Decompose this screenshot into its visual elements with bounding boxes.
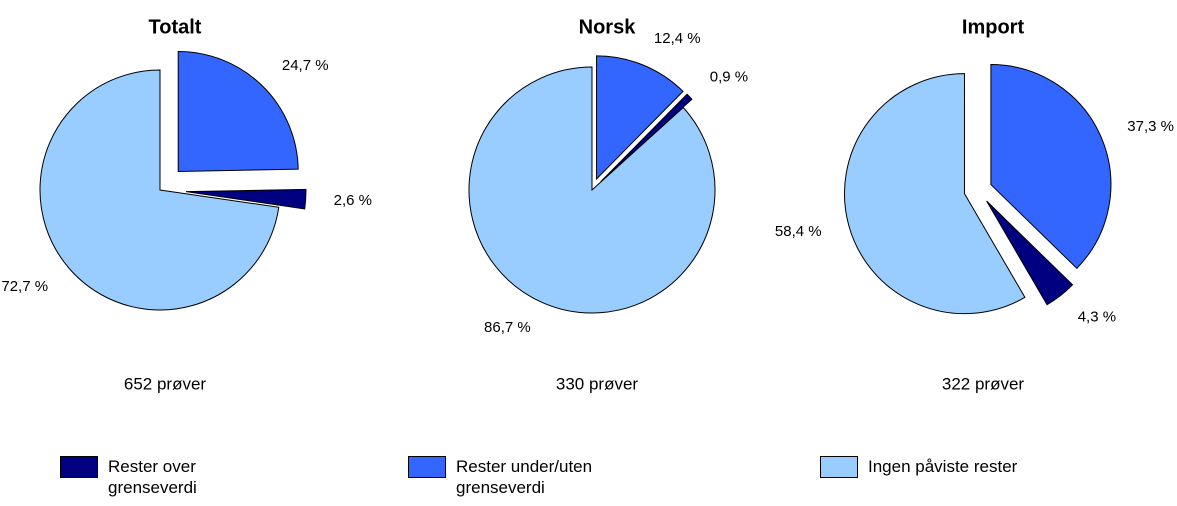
chart-subtitle: 652 prøver xyxy=(124,374,207,393)
pie-slice xyxy=(185,188,307,210)
legend-label: Rester under/uten grenseverdi xyxy=(456,457,593,497)
data-label: 24,7 % xyxy=(282,57,329,74)
legend-label: Rester over grenseverdi xyxy=(108,457,197,497)
pie-slice xyxy=(843,73,1026,315)
legend-item: Rester under/uten grenseverdi xyxy=(408,456,628,498)
data-label: 86,7 % xyxy=(484,319,531,336)
pie-slice xyxy=(990,64,1112,270)
pie-slice xyxy=(39,69,280,311)
pie-slice xyxy=(986,200,1074,306)
legend-swatch xyxy=(820,456,858,478)
chart-subtitle: 330 prøver xyxy=(556,374,639,393)
data-label: 2,6 % xyxy=(334,192,372,209)
chart-title: Norsk xyxy=(579,16,637,38)
legend-swatch xyxy=(60,456,98,478)
pie-slice xyxy=(600,93,693,183)
chart-title: Totalt xyxy=(149,16,202,38)
data-label: 72,7 % xyxy=(1,278,48,295)
chart-title: Import xyxy=(962,16,1025,38)
legend-item: Ingen påviste rester xyxy=(820,456,1120,478)
data-label: 4,3 % xyxy=(1078,309,1116,326)
chart-subtitle: 322 prøver xyxy=(942,374,1025,393)
data-label: 37,3 % xyxy=(1127,118,1174,135)
pie-slice xyxy=(596,55,684,181)
legend-label: Ingen påviste rester xyxy=(868,457,1018,476)
pie-slice xyxy=(177,50,299,172)
data-label: 12,4 % xyxy=(654,30,701,47)
pie-slice xyxy=(468,66,716,314)
data-label: 58,4 % xyxy=(775,223,822,240)
legend-item: Rester over grenseverdi xyxy=(60,456,240,498)
data-label: 0,9 % xyxy=(710,68,748,85)
legend-swatch xyxy=(408,456,446,478)
